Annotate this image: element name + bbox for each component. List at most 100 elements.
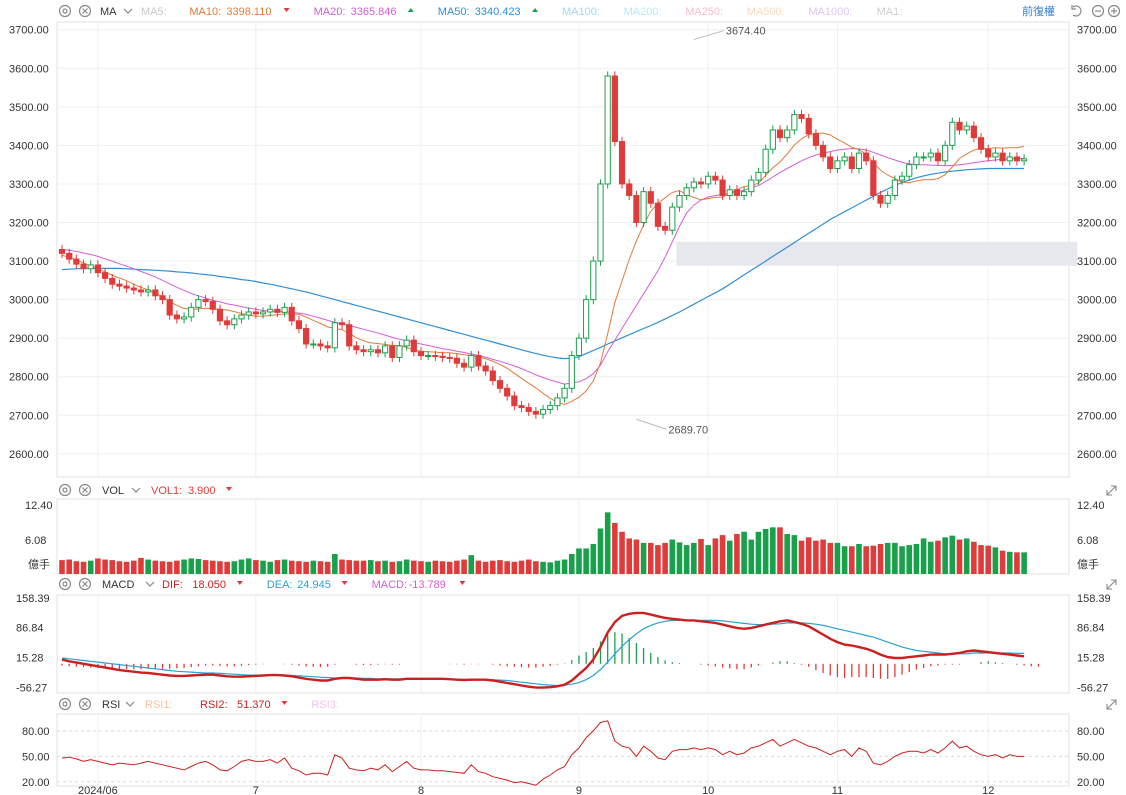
volume-bar	[446, 561, 453, 574]
rsi-axis-label-left: 50.00	[22, 751, 50, 763]
price-axis-label-left: 3400.00	[9, 140, 49, 152]
expand-icon[interactable]	[1106, 579, 1117, 590]
candle-body	[252, 311, 259, 315]
legend-label: MA20:	[314, 6, 346, 18]
chevron-down-icon[interactable]	[125, 701, 135, 707]
candle-body	[863, 152, 870, 162]
volume-bar	[375, 561, 381, 574]
volume-bar	[949, 535, 956, 574]
macd-close-icon[interactable]	[78, 577, 92, 591]
expand-icon[interactable]	[1106, 699, 1117, 710]
candle-body	[676, 195, 683, 208]
rsi-close-icon[interactable]	[78, 697, 92, 711]
volume-bar	[963, 538, 970, 574]
candle-body	[913, 156, 920, 166]
legend-value: 3398.110	[226, 6, 271, 18]
volume-bar	[992, 547, 999, 574]
zoom-in-icon[interactable]	[1107, 4, 1121, 18]
price-axis-label-right: 3000.00	[1077, 295, 1117, 307]
price-axis-label-left: 3500.00	[9, 102, 49, 114]
volume-bar	[777, 527, 783, 574]
close-icon[interactable]	[78, 4, 92, 18]
arrow-down-icon	[226, 487, 232, 491]
volume-bar	[561, 559, 568, 574]
candle-body	[389, 345, 396, 358]
rsi-chart	[57, 720, 1069, 786]
candle-body	[697, 181, 705, 185]
rsi2-line	[61, 720, 1025, 786]
legend-value: 51.370	[237, 699, 271, 711]
candle-body	[1021, 158, 1028, 162]
candle-body	[281, 306, 288, 313]
settings-icon[interactable]	[58, 4, 72, 18]
volume-bar	[245, 558, 252, 574]
volume-bar	[741, 531, 747, 574]
candle-body	[669, 206, 676, 231]
legend-label: MA5:	[141, 6, 167, 18]
candle-body	[94, 264, 102, 274]
legend-label: MA100:	[562, 6, 600, 18]
legend-label: MACD:	[372, 579, 407, 591]
volume-bar	[726, 540, 733, 574]
legend-label: RSI2:	[200, 699, 228, 711]
vol-settings-icon[interactable]	[58, 483, 72, 497]
candle-body	[425, 355, 432, 358]
volume-bar	[971, 541, 977, 574]
candle-body	[123, 285, 130, 289]
annotation-leader	[693, 30, 724, 41]
volume-bar	[705, 545, 711, 574]
expand-icon[interactable]	[1106, 485, 1117, 496]
volume-bar	[770, 527, 776, 574]
rsi-settings-icon[interactable]	[58, 697, 72, 711]
legend-value: 3365.846	[351, 6, 397, 18]
volume-bar	[310, 560, 317, 574]
legend-label: MA200:	[624, 6, 662, 18]
arrow-down-icon	[459, 581, 466, 585]
candle-body	[590, 260, 597, 301]
volume-bar	[927, 541, 934, 574]
price-axis-label-right: 3500.00	[1077, 102, 1117, 114]
candle-body	[597, 183, 604, 262]
macd-axis-label-left: 86.84	[16, 623, 44, 635]
candle-body	[259, 311, 267, 315]
candle-body	[173, 314, 180, 320]
legend-label: DEA:	[267, 579, 293, 591]
volume-bar	[382, 560, 388, 574]
candle-body	[231, 318, 238, 326]
legend-value: -13.789	[409, 579, 446, 591]
macd-axis-label-right: -56.27	[1077, 682, 1108, 694]
candle-body	[784, 129, 791, 139]
candle-body	[374, 349, 382, 354]
undo-icon[interactable]	[1071, 5, 1082, 17]
volume-bar	[253, 560, 259, 574]
vol-close-icon[interactable]	[78, 483, 92, 497]
header-tools: 前復權	[1022, 4, 1121, 18]
volume-bar	[403, 559, 410, 574]
candle-body	[475, 355, 482, 367]
chevron-down-icon[interactable]	[123, 8, 133, 14]
candle-body	[360, 349, 367, 353]
volume-bar	[813, 540, 819, 574]
candle-body	[432, 355, 439, 358]
chevron-down-icon[interactable]	[145, 581, 155, 587]
volume-bar	[533, 561, 539, 574]
candle-body	[202, 299, 209, 303]
candle-body	[539, 409, 547, 415]
macd-settings-icon[interactable]	[58, 577, 72, 591]
volume-bar	[935, 540, 941, 574]
volume-bar	[547, 562, 554, 574]
volume-bar	[554, 560, 561, 574]
candle-body	[446, 356, 453, 359]
candle-body	[547, 405, 554, 411]
price-adjust-button[interactable]: 前復權	[1022, 4, 1055, 18]
volume-bar	[1021, 552, 1027, 574]
candle-body	[776, 129, 784, 139]
volume-bar	[303, 561, 309, 574]
candle-body	[417, 351, 425, 357]
arrow-down-icon	[281, 701, 288, 705]
chevron-down-icon[interactable]	[131, 487, 141, 493]
price-axis-label-left: 3300.00	[9, 179, 49, 191]
candle-body	[468, 355, 475, 368]
zoom-out-icon[interactable]	[1091, 4, 1105, 18]
price-axis-label-left: 3700.00	[9, 25, 49, 37]
